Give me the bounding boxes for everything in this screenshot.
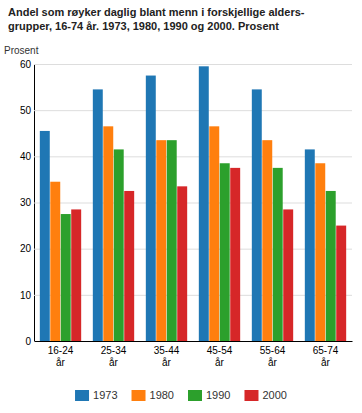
x-tick: 35-44år (154, 341, 180, 368)
y-tick-label: 0 (25, 336, 31, 347)
x-tick-label-line: 65-74 (313, 345, 339, 356)
x-tick-label-line: år (321, 357, 331, 368)
bar (305, 149, 315, 341)
x-tick-label-line: 25-34 (101, 345, 127, 356)
bar-series (61, 140, 336, 341)
bar (167, 140, 177, 341)
y-tick: 60 (20, 59, 352, 70)
bar (315, 163, 325, 341)
grid-line (34, 341, 352, 342)
x-tick-label: 25-34år (101, 345, 127, 368)
bar (146, 76, 156, 341)
y-tick-label: 60 (20, 59, 32, 70)
grid-line (34, 156, 352, 157)
bar (336, 226, 346, 341)
x-tick-label-line: år (215, 357, 225, 368)
x-tick: 45-54år (207, 341, 233, 368)
bar (220, 163, 230, 341)
legend-swatch (75, 390, 89, 401)
legend-swatch (244, 390, 258, 401)
bar-series (40, 66, 315, 341)
bar (252, 89, 262, 341)
grid-line (34, 203, 352, 204)
legend-swatch (188, 390, 202, 401)
bar (61, 214, 71, 341)
x-tick-label: 55-64år (260, 345, 286, 368)
legend-label: 1980 (150, 389, 174, 401)
grid-line (34, 249, 352, 250)
x-tick-label: 35-44år (154, 345, 180, 368)
x-tick-label: 65-74år (313, 345, 339, 368)
bar (93, 89, 103, 341)
bar (50, 182, 60, 341)
legend-label: 2000 (262, 389, 286, 401)
title: Andel som røyker daglig blant menn i for… (8, 6, 305, 18)
x-tick-label: 45-54år (207, 345, 233, 368)
bar (124, 191, 134, 341)
grid-line (34, 295, 352, 296)
legend-label: 1990 (206, 389, 230, 401)
x-tick: 65-74år (313, 341, 339, 368)
y-tick-label: 20 (20, 243, 32, 254)
bars (40, 66, 346, 341)
bar (283, 209, 293, 341)
bar (71, 209, 81, 341)
y-tick-label: 40 (20, 151, 32, 162)
x-tick-label: 16-24år (48, 345, 74, 368)
bar (209, 126, 219, 341)
bar (40, 131, 50, 341)
bar (177, 186, 187, 341)
x-tick-label-line: 45-54 (207, 345, 233, 356)
bar (114, 149, 124, 341)
legend-swatch (132, 390, 146, 401)
y-axis: 0 10 20 30 40 50 60 (20, 59, 352, 347)
x-tick-label-line: år (162, 357, 172, 368)
bar (326, 191, 336, 341)
y-tick: 40 (20, 151, 352, 162)
grid-line (34, 110, 352, 111)
bar-series (71, 168, 346, 341)
y-tick-label: 10 (20, 290, 32, 301)
bar (199, 66, 209, 341)
legend-item: 1980 (132, 389, 174, 401)
legend-label: 1973 (93, 389, 117, 401)
bar (273, 168, 283, 341)
bar (156, 140, 166, 341)
bar (230, 168, 240, 341)
legend-item: 1990 (188, 389, 230, 401)
x-axis: 16-24år25-34år35-44år45-54år55-64år65-74… (35, 341, 353, 368)
bar-series (50, 126, 325, 341)
chart-svg: Andel som røyker daglig blant menn i for… (0, 0, 362, 413)
x-axis-line (35, 341, 353, 342)
grid-line (34, 64, 352, 65)
x-tick: 16-24år (48, 341, 74, 368)
y-tick-label: 50 (20, 105, 32, 116)
plot: Prosent010203040506016-24år25-34år35-44å… (4, 45, 353, 368)
x-tick: 55-64år (260, 341, 286, 368)
legend-item: 2000 (244, 389, 286, 401)
x-tick-label-line: 35-44 (154, 345, 180, 356)
x-tick-label-line: år (109, 357, 119, 368)
x-tick-label-line: år (268, 357, 278, 368)
y-tick: 50 (20, 105, 352, 116)
x-tick-label-line: år (56, 357, 66, 368)
x-tick-label-line: 16-24 (48, 345, 74, 356)
x-tick: 25-34år (101, 341, 127, 368)
legend-item: 1973 (75, 389, 117, 401)
legend: 1973 1980 1990 2000 (75, 389, 287, 401)
y-axis-title: Prosent (4, 45, 39, 56)
chart-container: Andel som røyker daglig blant menn i for… (0, 0, 362, 413)
bar (103, 126, 113, 341)
bar (262, 140, 272, 341)
title: grupper, 16-74 år. 1973, 1980, 1990 og 2… (8, 20, 279, 32)
x-tick-label-line: 55-64 (260, 345, 286, 356)
y-tick-label: 30 (20, 197, 32, 208)
